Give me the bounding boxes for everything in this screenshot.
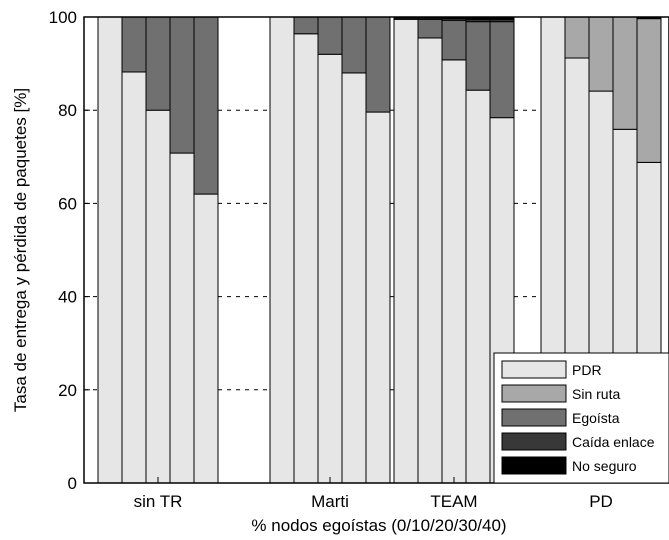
- legend-swatch: [501, 408, 567, 427]
- bar-segment: [417, 37, 443, 484]
- bar-segment: [465, 89, 491, 484]
- bar-segment: [341, 72, 367, 484]
- bar-segment: [588, 16, 614, 92]
- y-tick-label: 60: [58, 194, 77, 213]
- bar-segment: [636, 17, 662, 163]
- legend-swatch: [501, 432, 567, 451]
- bar-segment: [145, 109, 171, 484]
- bar-segment: [417, 18, 443, 39]
- y-axis-title: Tasa de entrega y pérdida de paquetes [%…: [11, 88, 30, 412]
- y-axis: 0 20 40 60 80 100: [49, 8, 90, 493]
- x-tick-label: TEAM: [430, 492, 477, 511]
- legend-label: No seguro: [572, 458, 637, 474]
- y-tick-label: 80: [58, 101, 77, 120]
- bar-segment: [365, 111, 391, 484]
- y-tick-label: 20: [58, 381, 77, 400]
- bar-segment: [97, 16, 123, 484]
- legend-swatch: [501, 384, 567, 403]
- bar-segment: [169, 152, 195, 484]
- bar-segment: [193, 16, 219, 195]
- bar-segment: [317, 16, 343, 55]
- legend: PDR Sin ruta Egoísta Caída enlace No seguro: [493, 352, 669, 484]
- bar-segment: [293, 16, 319, 35]
- y-tick-label: 0: [68, 474, 77, 493]
- bar-segment: [441, 19, 467, 61]
- x-axis: sin TR Marti TEAM PD: [134, 477, 613, 511]
- legend-swatch: [501, 456, 567, 475]
- legend-label: Caída enlace: [572, 434, 655, 450]
- bar-segment: [612, 16, 638, 130]
- bar-segment: [293, 33, 319, 484]
- bar-segment: [341, 16, 367, 74]
- bar-segment: [169, 16, 195, 154]
- bar-segment: [193, 193, 219, 484]
- y-tick-label: 40: [58, 288, 77, 307]
- bar-segment: [269, 16, 295, 484]
- bar-segment: [393, 18, 419, 484]
- x-axis-title: % nodos egoístas (0/10/20/30/40): [251, 516, 506, 535]
- bar-segment: [365, 16, 391, 113]
- bar-segment: [145, 16, 171, 111]
- bar-segment: [121, 71, 147, 484]
- legend-label: Sin ruta: [572, 386, 620, 402]
- bar-segment: [465, 21, 491, 91]
- x-tick-label: sin TR: [134, 492, 183, 511]
- x-tick-label: PD: [589, 492, 613, 511]
- bar-segment: [121, 16, 147, 73]
- x-tick-label: Marti: [311, 492, 349, 511]
- legend-label: PDR: [572, 362, 602, 378]
- bar-segment: [489, 21, 515, 119]
- plot-frame: [83, 16, 669, 484]
- bar-segment: [317, 53, 343, 484]
- bar-segment: [441, 59, 467, 484]
- bar-segment: [564, 16, 590, 59]
- y-tick-label: 100: [49, 8, 77, 27]
- legend-label: Egoísta: [572, 410, 620, 426]
- legend-swatch: [501, 360, 567, 379]
